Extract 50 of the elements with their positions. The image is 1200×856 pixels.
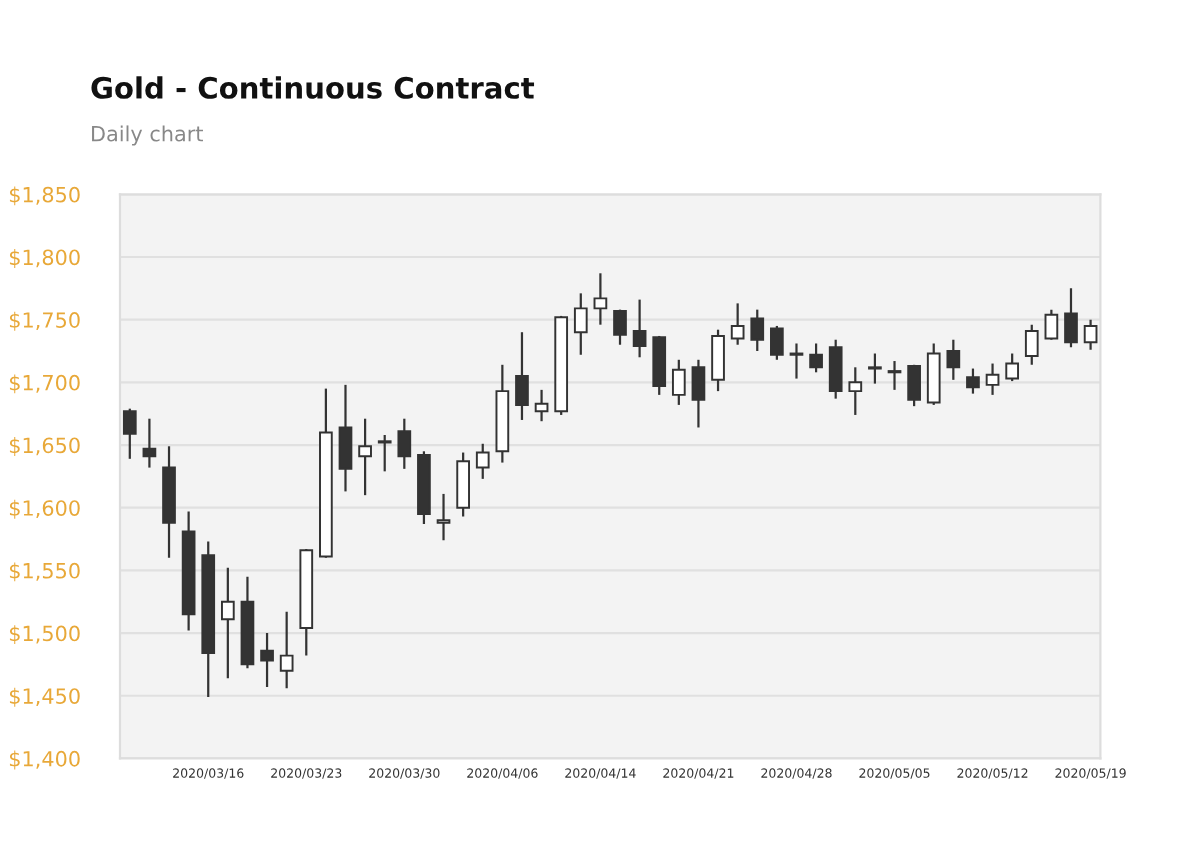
candlestick [593,272,608,326]
candlestick [868,352,882,385]
candlestick [1005,352,1020,383]
candlestick [671,358,686,407]
y-tick-label: $1,650 [9,437,80,456]
candlestick [613,308,627,346]
y-tick-label: $1,450 [9,687,80,707]
candlestick [436,492,451,542]
candlestick [887,359,902,391]
chart-subtitle: Daily chart [92,125,203,146]
candlestick [828,338,843,400]
candlestick [515,331,529,422]
candlestick [142,417,157,469]
y-tick-label: $1,600 [9,499,80,519]
candlestick [691,358,706,429]
y-tick-label: $1,800 [9,249,80,268]
candlestick [220,566,235,680]
y-tick-label: $1,400 [9,750,80,770]
candlestick [1024,323,1039,366]
candlestick [338,383,353,493]
y-tick-label: $1,700 [9,374,80,394]
candlestick [573,292,588,356]
candlestick [260,631,274,689]
y-tick-label: $1,750 [9,311,80,331]
candlestick [985,362,1000,396]
candlestick [770,324,784,361]
candlestick [711,328,725,393]
candlestick [730,302,745,346]
candlestick [946,338,961,381]
candlestick [456,451,470,518]
candlestick [750,308,765,353]
y-tick-label: $1,500 [9,625,80,645]
candlestick [534,388,549,423]
candlestick [809,342,823,374]
candlestick [358,417,372,497]
candlestick [789,342,804,380]
y-tick-label: $1,850 [9,186,80,206]
y-tick-label: $1,550 [9,562,80,582]
chart-title: Gold - Continuous Contract [91,76,535,99]
candlestick [1044,308,1059,341]
candlestick [907,363,921,408]
candlestick [848,366,863,417]
candlestick [1064,287,1078,349]
candlestick [397,417,412,470]
candlestick [377,433,392,473]
candlestick [966,367,980,395]
candlestick [632,298,647,359]
candlestick [279,610,294,690]
candlestick [122,407,137,460]
candlestick [475,442,490,480]
